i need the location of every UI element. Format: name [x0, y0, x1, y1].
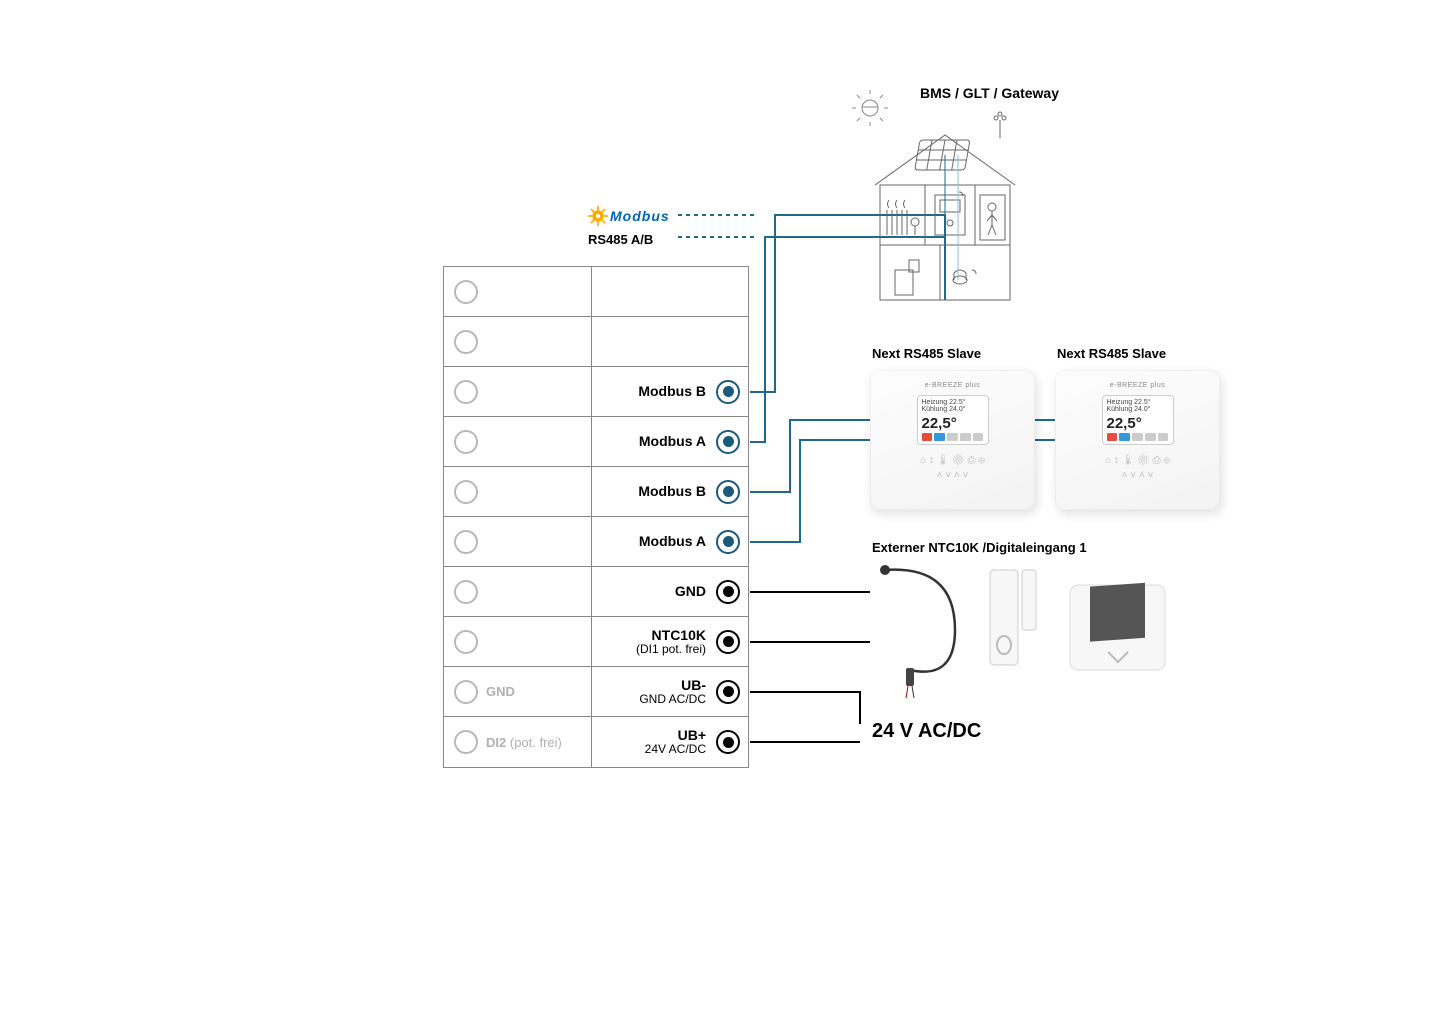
terminal-circle-icon	[716, 480, 740, 504]
terminal-circle-icon	[716, 580, 740, 604]
device-brand: e-BREEZE plus	[925, 382, 981, 389]
sun-icon	[852, 90, 888, 126]
terminal-circle-icon	[454, 580, 478, 604]
device-keys-icon: ⌂ ↕ 🌡 ⚙ ⎙ ⊕	[1105, 455, 1170, 466]
terminal-left-cell	[444, 367, 592, 416]
device-screen-icon: Heizung 22.5° Kühlung 24.0° 22,5°	[917, 395, 989, 445]
terminal-row: Modbus A	[444, 517, 748, 567]
terminal-left-cell	[444, 517, 592, 566]
terminal-left-cell	[444, 317, 592, 366]
modbus-logo: Modbus	[588, 206, 670, 226]
power-label: 24 V AC/DC	[872, 720, 981, 743]
terminal-left-cell: DI2 (pot. frei)	[444, 717, 592, 767]
wire-modbus-b-top	[750, 215, 945, 392]
terminal-row: DI2 (pot. frei) UB+24V AC/DC	[444, 717, 748, 767]
wiring-diagram: Modbus RS485 A/B BMS / GLT / Gateway Mod…	[0, 0, 1445, 1021]
device-brand: e-BREEZE plus	[1110, 382, 1166, 389]
terminal-circle-icon	[716, 680, 740, 704]
door-contact-icon	[990, 570, 1036, 665]
device-screen-icon: Heizung 22.5° Kühlung 24.0° 22,5°	[1102, 395, 1174, 445]
terminal-right-label: NTC10K(DI1 pot. frei)	[636, 627, 706, 657]
bms-house-icon	[875, 112, 1015, 300]
terminal-right-label: Modbus B	[638, 383, 706, 399]
terminal-right-cell	[592, 267, 748, 316]
card-holder-icon	[1070, 583, 1165, 670]
terminal-circle-icon	[454, 680, 478, 704]
wire-ub-minus	[750, 692, 860, 724]
ntc-title: Externer NTC10K /Digitaleingang 1	[872, 540, 1087, 555]
terminal-row: Modbus B	[444, 467, 748, 517]
terminal-circle-icon	[716, 630, 740, 654]
slave-device-1: e-BREEZE plus Heizung 22.5° Kühlung 24.0…	[870, 370, 1035, 510]
terminal-circle-icon	[454, 280, 478, 304]
terminal-row: Modbus B	[444, 367, 748, 417]
terminal-row: GND UB-GND AC/DC	[444, 667, 748, 717]
wire-modbus-a-bot	[750, 440, 870, 542]
device-keys-icon: ⌂ ↕ 🌡 ⚙ ⎙ ⊕	[920, 455, 985, 466]
terminal-left-cell	[444, 567, 592, 616]
terminal-circle-icon	[716, 530, 740, 554]
terminal-circle-icon	[454, 630, 478, 654]
terminal-right-cell: UB-GND AC/DC	[592, 667, 748, 716]
slave1-title: Next RS485 Slave	[872, 346, 981, 361]
terminal-right-cell: UB+24V AC/DC	[592, 717, 748, 767]
terminal-row: NTC10K(DI1 pot. frei)	[444, 617, 748, 667]
terminal-circle-icon	[454, 430, 478, 454]
ntc-probe-icon	[880, 565, 955, 698]
terminal-left-label: DI2 (pot. frei)	[486, 735, 562, 750]
gear-icon	[588, 206, 608, 226]
terminal-left-cell	[444, 267, 592, 316]
terminal-left-cell	[444, 617, 592, 666]
terminal-left-cell: GND	[444, 667, 592, 716]
terminal-right-cell: Modbus A	[592, 417, 748, 466]
terminal-row: Modbus A	[444, 417, 748, 467]
terminal-right-label: GND	[675, 583, 706, 599]
rs485-label: RS485 A/B	[588, 232, 670, 247]
terminal-right-cell: NTC10K(DI1 pot. frei)	[592, 617, 748, 666]
terminal-circle-icon	[716, 730, 740, 754]
wire-modbus-b-bot	[750, 420, 870, 492]
terminal-right-label: Modbus A	[639, 433, 706, 449]
terminal-left-cell	[444, 467, 592, 516]
terminal-row	[444, 267, 748, 317]
slave-device-2: e-BREEZE plus Heizung 22.5° Kühlung 24.0…	[1055, 370, 1220, 510]
bms-label: BMS / GLT / Gateway	[920, 85, 1059, 101]
terminal-row: GND	[444, 567, 748, 617]
terminal-row	[444, 317, 748, 367]
terminal-right-cell: Modbus B	[592, 467, 748, 516]
modbus-legend: Modbus RS485 A/B	[588, 206, 670, 247]
terminal-left-cell	[444, 417, 592, 466]
terminal-right-cell	[592, 317, 748, 366]
terminal-left-label: GND	[486, 684, 515, 699]
terminal-circle-icon	[716, 430, 740, 454]
terminal-circle-icon	[716, 380, 740, 404]
terminal-circle-icon	[454, 380, 478, 404]
terminal-right-label: Modbus B	[638, 483, 706, 499]
terminal-right-label: UB-GND AC/DC	[639, 677, 706, 707]
terminal-right-cell: Modbus B	[592, 367, 748, 416]
terminal-right-label: UB+24V AC/DC	[645, 727, 706, 757]
terminal-block: Modbus B Modbus A Modbus B Modbus A GND NTC10…	[443, 266, 749, 768]
terminal-right-label: Modbus A	[639, 533, 706, 549]
slave2-title: Next RS485 Slave	[1057, 346, 1166, 361]
terminal-circle-icon	[454, 480, 478, 504]
terminal-right-cell: Modbus A	[592, 517, 748, 566]
modbus-brand-text: Modbus	[610, 208, 670, 224]
terminal-circle-icon	[454, 530, 478, 554]
terminal-circle-icon	[454, 330, 478, 354]
terminal-right-cell: GND	[592, 567, 748, 616]
terminal-circle-icon	[454, 730, 478, 754]
